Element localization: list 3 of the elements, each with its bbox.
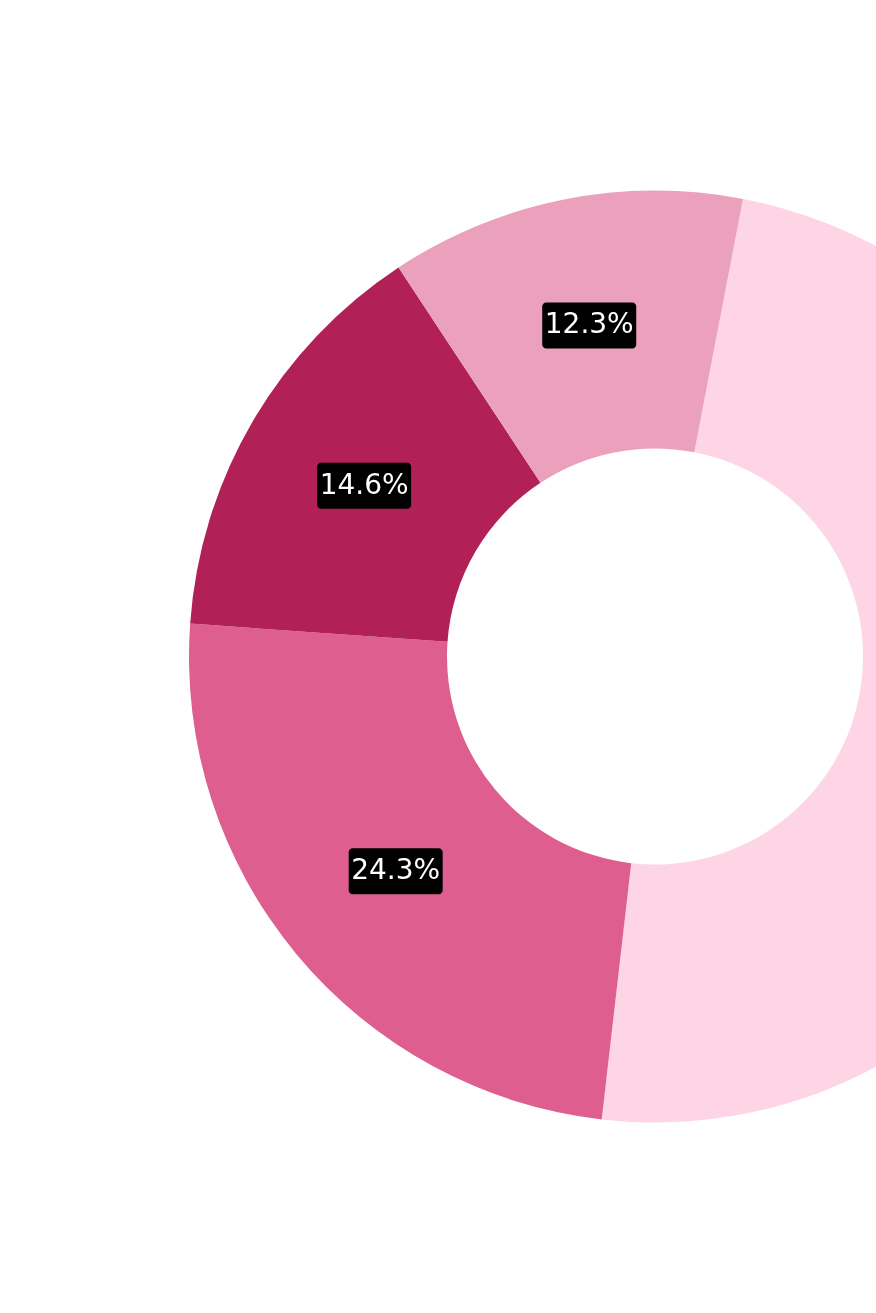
data-label: 12.3% xyxy=(544,307,634,341)
data-label: 14.6% xyxy=(319,467,409,501)
data-label: 24.3% xyxy=(351,853,441,887)
